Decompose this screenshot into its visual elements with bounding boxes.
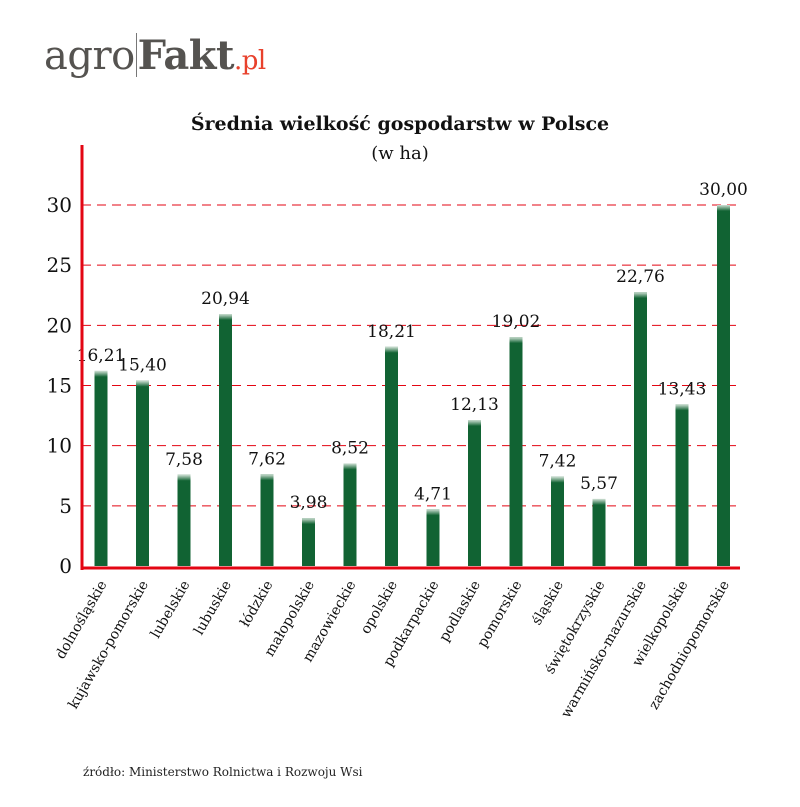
bar-cap — [94, 370, 108, 377]
bar-cap — [468, 420, 481, 427]
y-tick-label: 15 — [47, 374, 72, 398]
bar-cap — [385, 346, 398, 353]
bar — [509, 337, 523, 566]
y-tick-label: 25 — [47, 253, 72, 277]
logo-part-pl: .pl — [233, 46, 266, 76]
bar-cap — [675, 404, 689, 411]
data-label: 16,21 — [77, 346, 126, 366]
x-tick-label: zachodniopomorskie — [646, 578, 733, 713]
data-label: 5,57 — [580, 474, 618, 494]
bar — [551, 476, 564, 566]
bar — [177, 474, 191, 566]
bar-cap — [551, 476, 564, 483]
data-label: 4,71 — [414, 484, 452, 504]
chart-title: Średnia wielkość gospodarstw w Polsce — [190, 113, 610, 135]
data-label: 7,58 — [165, 450, 203, 470]
data-label: 3,98 — [290, 493, 328, 513]
data-label: 30,00 — [699, 180, 748, 200]
bar-cap — [219, 314, 232, 321]
data-label: 7,42 — [539, 452, 577, 472]
bar-cap — [343, 463, 357, 470]
bar — [717, 205, 730, 566]
agrofakt-logo: agroFakt.pl — [44, 32, 266, 79]
data-label: 19,02 — [492, 312, 541, 332]
x-tick-label: podlaskie — [436, 578, 484, 645]
data-label: 13,43 — [658, 379, 707, 399]
bar — [468, 420, 481, 566]
logo-part-agro: agro — [44, 33, 135, 79]
bar-cap — [509, 337, 523, 344]
data-label: 8,52 — [331, 438, 369, 458]
bar-cap — [177, 474, 191, 481]
source-note: źródło: Ministerstwo Rolnictwa i Rozwoju… — [83, 765, 363, 779]
x-tick-label: śląskie — [529, 578, 567, 628]
data-label: 20,94 — [201, 289, 250, 309]
x-tick-label: lubelskie — [148, 578, 194, 641]
bar — [675, 404, 689, 566]
x-tick-label: opolskie — [358, 578, 401, 637]
logo-separator — [135, 33, 137, 77]
data-label: 7,62 — [248, 449, 286, 469]
data-label: 12,13 — [450, 395, 499, 415]
bar-cap — [717, 205, 730, 211]
bar — [260, 474, 274, 566]
bar-cap — [302, 518, 315, 525]
bar — [592, 498, 606, 566]
bar-cap — [136, 380, 149, 387]
y-tick-label: 0 — [59, 554, 72, 578]
bar — [302, 518, 315, 566]
bar — [343, 463, 357, 566]
logo-part-fakt: Fakt — [137, 32, 235, 79]
data-label: 15,40 — [118, 356, 167, 376]
y-tick-label: 30 — [47, 193, 72, 217]
bar-cap — [592, 498, 606, 505]
x-tick-label: kujawsko-pomorskie — [65, 578, 151, 712]
bar-chart: 05101520253016,21dolnośląskie15,40kujaws… — [47, 145, 748, 721]
bar — [94, 370, 108, 566]
data-label: 22,76 — [616, 267, 665, 287]
bar-cap — [260, 474, 274, 481]
y-tick-label: 10 — [47, 434, 72, 458]
bar — [219, 314, 232, 566]
x-tick-label: łódzkie — [237, 578, 276, 630]
bar — [136, 380, 149, 566]
bar-cap — [634, 292, 647, 299]
bar — [385, 346, 398, 566]
y-tick-label: 20 — [47, 313, 72, 337]
bar-cap — [426, 509, 440, 516]
data-label: 18,21 — [367, 322, 416, 342]
x-tick-label: lubuskie — [191, 578, 235, 638]
bar — [426, 509, 440, 566]
chart-subtitle: (w ha) — [371, 143, 429, 164]
y-tick-label: 5 — [59, 494, 72, 518]
bar — [634, 292, 647, 566]
